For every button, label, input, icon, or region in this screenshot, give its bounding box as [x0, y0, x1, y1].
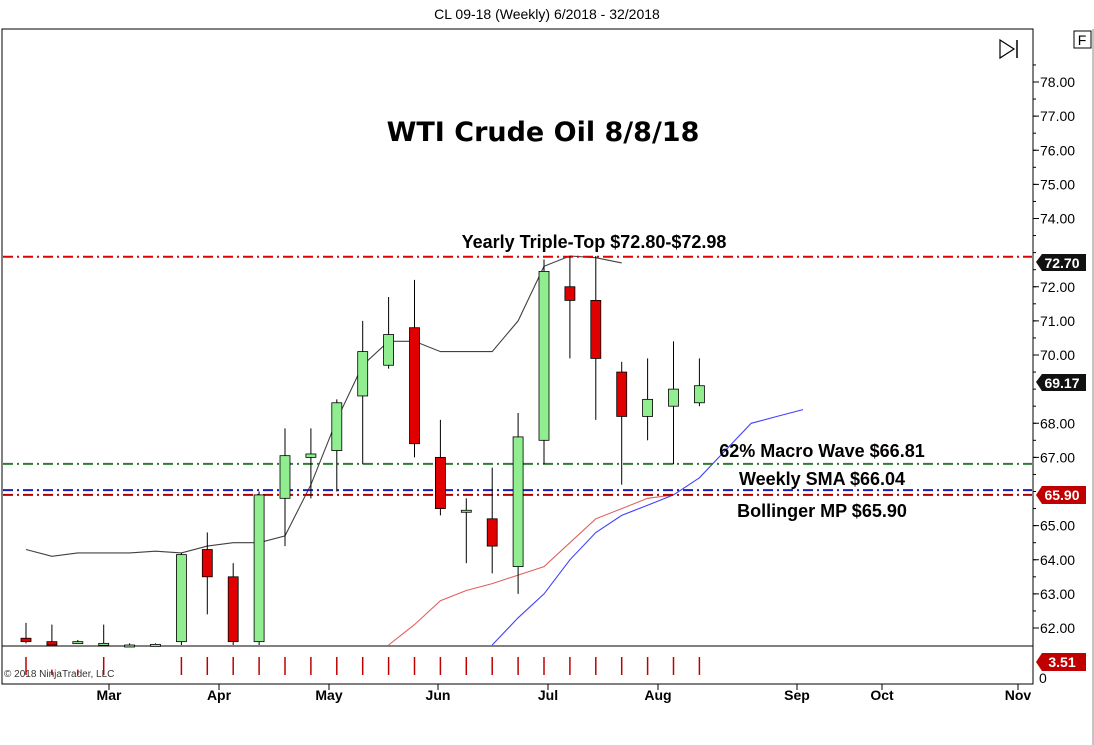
- y-tick-label: 71.00: [1040, 313, 1075, 329]
- candle-body: [227, 576, 239, 643]
- badge-top-text: 72.70: [1044, 255, 1079, 271]
- badge-volume: 3.51: [1036, 653, 1086, 671]
- upper-band-line: [25, 255, 622, 557]
- candle-body: [98, 642, 110, 646]
- candle-body: [668, 388, 679, 407]
- y-tick-label: 68.00: [1040, 415, 1075, 431]
- badge-last-price: 69.17: [1036, 374, 1086, 391]
- bollinger-bands: [25, 255, 804, 646]
- candle-body: [538, 270, 550, 441]
- volume-bars: [25, 657, 701, 675]
- badge-bollinger: 65.90: [1036, 486, 1086, 504]
- y-tick-label: 77.00: [1040, 108, 1075, 124]
- y-tick-label: 75.00: [1040, 176, 1075, 192]
- candle-body: [383, 334, 395, 366]
- macro-wave-label: 62% Macro Wave $66.81: [719, 441, 924, 461]
- candle-body: [564, 286, 576, 301]
- candle-body: [512, 436, 524, 567]
- chart-title: WTI Crude Oil 8/8/18: [387, 117, 700, 148]
- candle-body: [694, 385, 705, 404]
- candle-body: [150, 643, 161, 647]
- badge-red-text: 65.90: [1044, 487, 1079, 503]
- candle-body: [124, 644, 135, 648]
- volume-zero-label: 0: [1039, 670, 1047, 686]
- x-tick-label: Apr: [207, 687, 232, 703]
- y-tick-label: 78.00: [1040, 74, 1075, 90]
- x-axis: Mar Apr May Jun Jul Aug Sep Oct Nov: [97, 684, 1032, 703]
- candle-body: [616, 371, 628, 417]
- x-tick-label: Jul: [538, 687, 558, 703]
- y-axis: 62.00 63.00 64.00 65.00 67.00 68.00 70.00 71.00…: [1033, 64, 1075, 636]
- bollinger-label: Bollinger MP $65.90: [737, 501, 907, 521]
- f-button[interactable]: [1073, 30, 1092, 49]
- candle-body: [20, 637, 32, 643]
- x-tick-label: Sep: [784, 687, 810, 703]
- lower-band-line: [491, 409, 804, 646]
- y-tick-label: 62.00: [1040, 620, 1075, 636]
- y-tick-label: 76.00: [1040, 142, 1075, 158]
- f-button-label: F: [1078, 32, 1087, 48]
- x-tick-label: Nov: [1005, 687, 1032, 703]
- copyright: © 2018 NinjaTrader, LLC: [4, 669, 114, 680]
- candle-body: [434, 456, 446, 509]
- triple-top-label: Yearly Triple-Top $72.80-$72.98: [462, 232, 727, 252]
- candle-body: [486, 518, 498, 547]
- y-tick-label: 70.00: [1040, 347, 1075, 363]
- candle-body: [590, 299, 602, 359]
- y-tick-label: 72.00: [1040, 279, 1075, 295]
- candle-body: [253, 494, 265, 643]
- badge-volume-text: 3.51: [1048, 654, 1075, 670]
- candle-body: [305, 453, 317, 458]
- candle-body: [279, 455, 291, 499]
- x-tick-label: Aug: [644, 687, 671, 703]
- badge-triple-top: 72.70: [1036, 254, 1086, 271]
- weekly-sma-label: Weekly SMA $66.04: [739, 469, 905, 489]
- play-end-icon[interactable]: [999, 38, 1018, 60]
- x-tick-label: Jun: [426, 687, 451, 703]
- candle-body: [409, 327, 420, 445]
- candle-body: [460, 509, 472, 513]
- y-tick-label: 64.00: [1040, 552, 1075, 568]
- y-tick-label: 65.00: [1040, 518, 1075, 534]
- chart-header: CL 09-18 (Weekly) 6/2018 - 32/2018: [434, 6, 660, 22]
- x-tick-label: Mar: [97, 687, 122, 703]
- x-tick-label: Oct: [870, 687, 894, 703]
- candle-body: [175, 554, 187, 643]
- candle-body: [642, 398, 653, 417]
- x-tick-label: May: [315, 687, 342, 703]
- candle-body: [46, 641, 58, 646]
- y-tick-label: 74.00: [1040, 211, 1075, 227]
- candle-body: [72, 641, 84, 645]
- candle-body: [201, 549, 213, 578]
- candle-body: [357, 351, 369, 397]
- middle-band-line: [388, 494, 674, 646]
- badge-last-text: 69.17: [1044, 375, 1079, 391]
- candle-body: [331, 402, 343, 451]
- y-tick-label: 63.00: [1040, 586, 1075, 602]
- candles: [20, 256, 705, 648]
- y-tick-label: 67.00: [1040, 449, 1075, 465]
